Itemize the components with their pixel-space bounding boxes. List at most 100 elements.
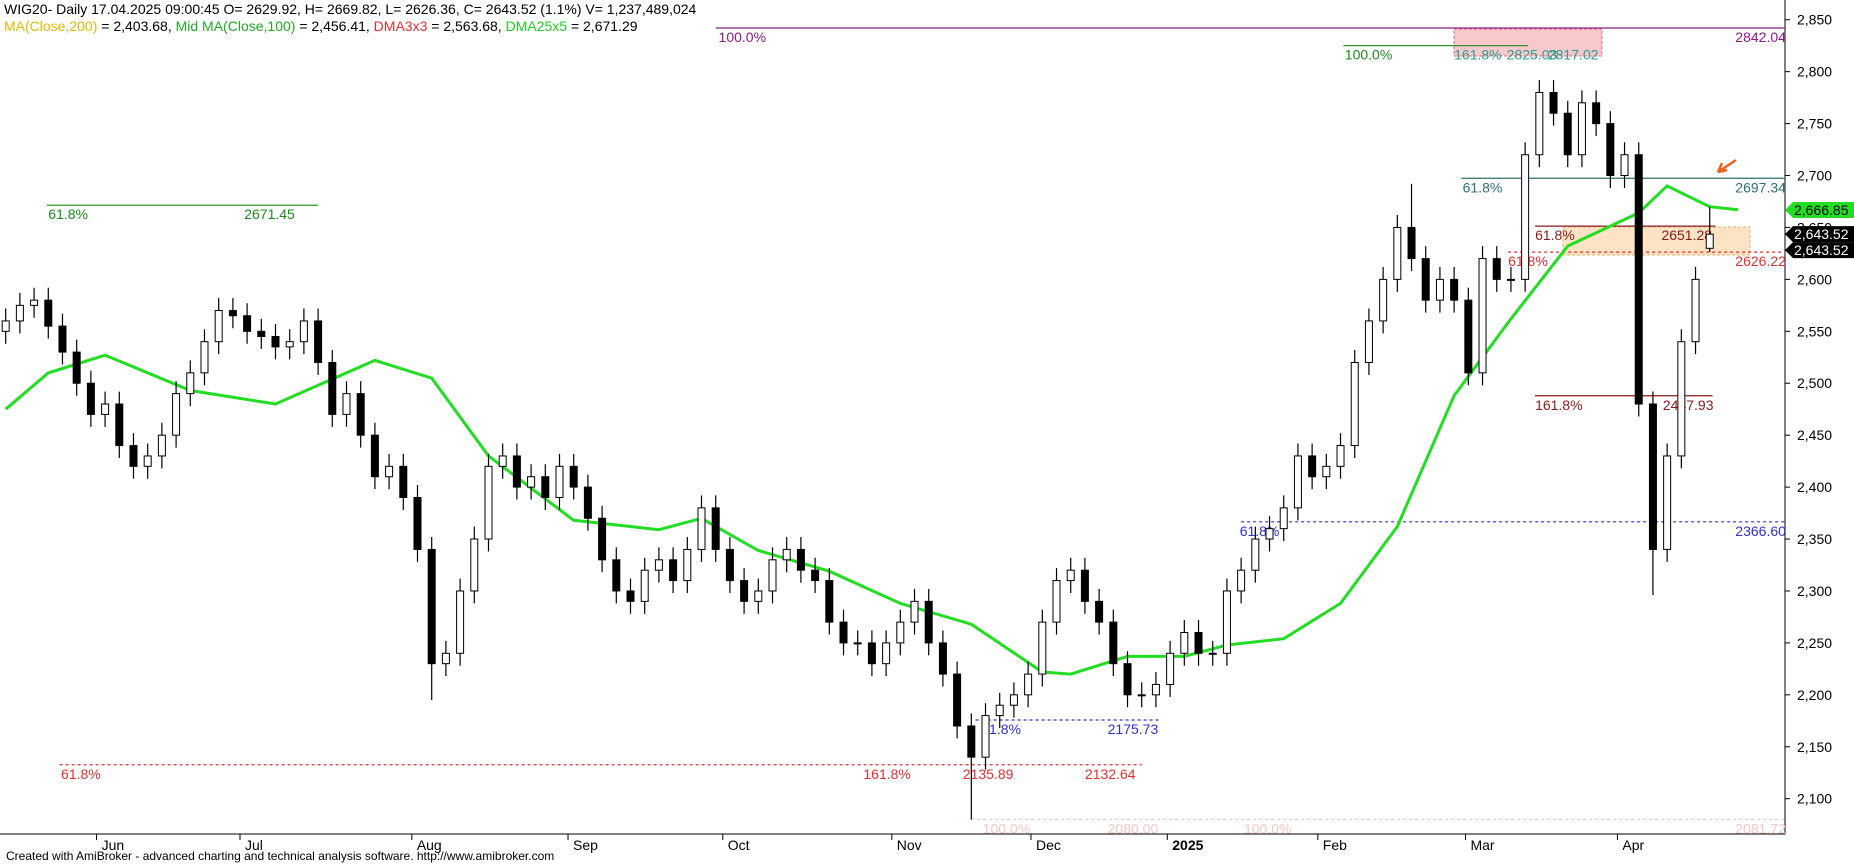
candle-body (1521, 154, 1530, 280)
y-tick-label: 2,550 (1797, 323, 1832, 339)
candle-body (44, 299, 53, 327)
candle-body (1208, 652, 1217, 655)
x-tick-label: Dec (1036, 837, 1061, 853)
candle-body (1251, 538, 1260, 571)
level-label: 100.0% (1345, 47, 1392, 63)
y-tick-label: 2,350 (1797, 531, 1832, 547)
x-tick-label: Nov (897, 837, 922, 853)
candle-body (1180, 632, 1189, 654)
candle-body (1265, 528, 1274, 540)
candle-body (1364, 320, 1373, 363)
price-tag-label: 2,643.52 (1794, 226, 1849, 242)
level-label: 61.8% (61, 766, 101, 782)
candle-body (271, 336, 280, 348)
indicator-legend: MA(Close,200) = 2,403.68, Mid MA(Close,1… (4, 18, 638, 34)
candle-body (1478, 258, 1487, 374)
level-label: 161.8% (1535, 397, 1582, 413)
candle-body (782, 548, 791, 561)
candle-body (1066, 569, 1075, 582)
candle-body (995, 704, 1004, 717)
y-tick-label: 2,200 (1797, 687, 1832, 703)
level-label: 2626.22 (1735, 253, 1786, 269)
y-tick-label: 2,750 (1797, 116, 1832, 132)
candle-body (484, 465, 493, 540)
x-tick-label: Mar (1470, 837, 1494, 853)
level-label: 161.8% (863, 766, 910, 782)
candle-body (1506, 278, 1515, 281)
candle-body (1691, 278, 1700, 343)
level-label: 2671.45 (244, 206, 295, 222)
candle-body (1563, 112, 1572, 156)
candle-body (1095, 600, 1104, 623)
candle-body (1293, 455, 1302, 509)
level-label: 2132.64 (1085, 766, 1136, 782)
moving-average (4, 184, 1739, 676)
candle-body (882, 642, 891, 665)
level-label: 61.8% (48, 206, 88, 222)
candle-body (938, 642, 947, 675)
level-label: 100.0% (1244, 820, 1291, 836)
candle-body (896, 621, 905, 644)
level-label: 100.0% (719, 29, 766, 45)
y-tick-label: 2,500 (1797, 375, 1832, 391)
candle-body (86, 382, 95, 415)
candle-body (1407, 226, 1416, 260)
candle-body (1009, 694, 1018, 706)
candle-body (796, 548, 805, 571)
x-tick-label: Apr (1622, 837, 1644, 853)
candle-body (285, 341, 294, 348)
x-tick-label: Feb (1323, 837, 1347, 853)
candle-body (740, 580, 749, 602)
candle-body (72, 351, 81, 384)
candle-body (867, 642, 876, 665)
level-label: 61.8% (1535, 227, 1575, 243)
candle-body (1421, 258, 1430, 301)
candle-body (626, 590, 635, 602)
candle-body (683, 548, 692, 582)
price-tag (1785, 242, 1854, 259)
level-label: 2135.89 (963, 766, 1014, 782)
candle-body (669, 559, 678, 582)
candle-body (1052, 580, 1061, 623)
price-tag-label: 2,643.52 (1794, 242, 1849, 258)
candle-body (200, 341, 209, 374)
level-label: 61.8% (981, 721, 1021, 737)
candle-body (1336, 445, 1345, 467)
candle-body (1577, 102, 1586, 156)
x-tick-label: Sep (573, 837, 598, 853)
candle-body (101, 403, 110, 415)
y-tick-label: 2,150 (1797, 739, 1832, 755)
candle-body (1, 320, 10, 332)
support-zone (1562, 226, 1751, 256)
candle-body (1492, 258, 1501, 280)
x-tick-label: Jun (102, 837, 125, 853)
y-tick-label: 2,250 (1797, 635, 1832, 651)
candle-body (1322, 465, 1331, 478)
candle-body (498, 455, 507, 467)
candle-body (1606, 123, 1615, 177)
candle-body (1450, 278, 1459, 301)
candle-body (711, 507, 720, 550)
y-tick-label: 2,450 (1797, 427, 1832, 443)
candle-body (115, 403, 124, 447)
y-tick-label: 2,400 (1797, 479, 1832, 495)
candle-body (427, 548, 436, 665)
candle-body (1393, 226, 1402, 280)
candle-body (640, 569, 649, 602)
candle-body (1350, 361, 1359, 447)
candle-body (342, 393, 351, 415)
candle-body (328, 361, 337, 415)
y-tick-label: 2,300 (1797, 583, 1832, 599)
candle-body (314, 320, 323, 363)
level-label: 2817.02 (1548, 47, 1599, 63)
level-label: 2842.04 (1735, 29, 1786, 45)
price-tag (1785, 201, 1854, 218)
candle-body (967, 725, 976, 758)
candle-body (1705, 233, 1714, 249)
candle-body (953, 673, 962, 727)
candle-body (981, 715, 990, 758)
candle-body (228, 310, 237, 317)
arrow-icon (1716, 158, 1737, 174)
level-label: 2651.28 (1661, 227, 1712, 243)
